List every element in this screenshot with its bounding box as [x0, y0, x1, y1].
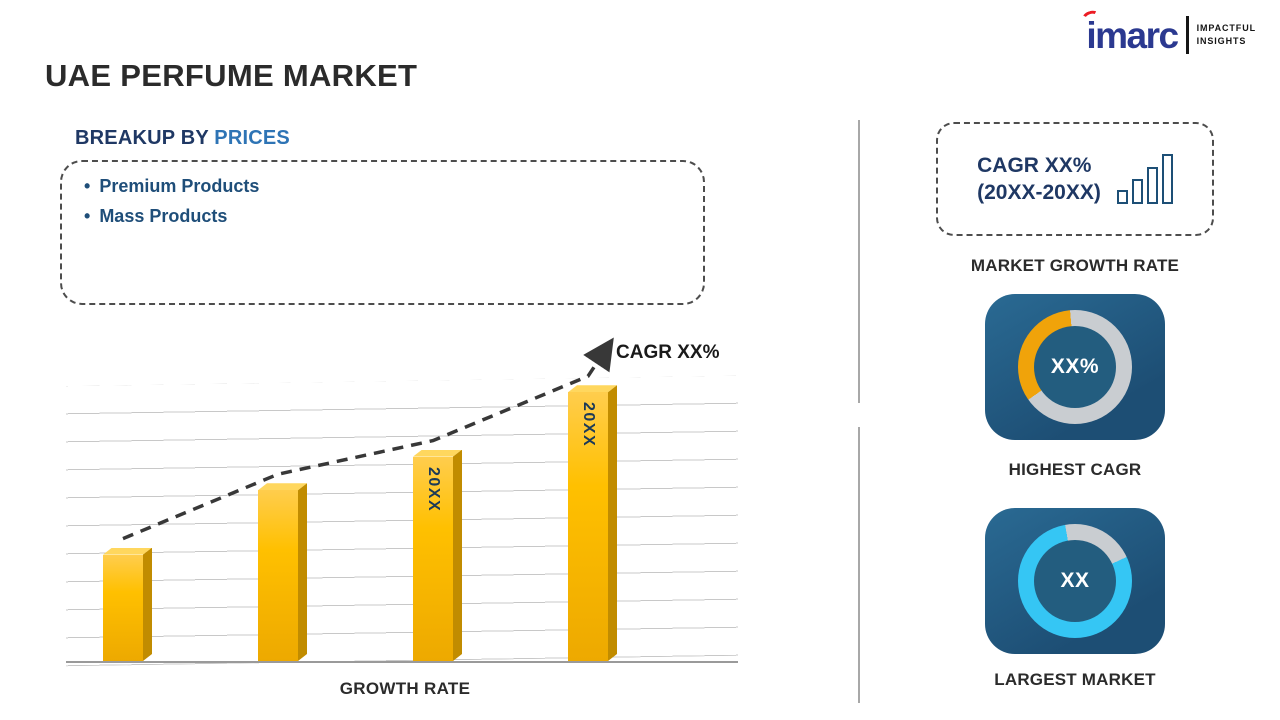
breakup-heading: BREAKUP BY PRICES: [75, 127, 290, 150]
breakup-item: Mass Products: [84, 206, 681, 227]
logo-brand-text: imarc: [1080, 8, 1179, 56]
largest-market-tile: XX: [985, 508, 1165, 654]
chart-bar: 20XX: [568, 392, 608, 661]
chart-x-label: GROWTH RATE: [339, 679, 471, 698]
cagr-line2: (20XX-20XX): [977, 181, 1101, 204]
cagr-text: CAGR XX% (20XX-20XX): [977, 152, 1101, 207]
breakup-box: Premium Products Mass Products: [60, 160, 705, 305]
logo-tagline: IMPACTFUL INSIGHTS: [1197, 24, 1256, 46]
chart-bar: [103, 554, 143, 661]
bar-label: 20XX: [580, 402, 597, 448]
chart-x-axis: [66, 661, 738, 663]
donut-hole: XX%: [1034, 326, 1116, 408]
cagr-box: CAGR XX% (20XX-20XX): [936, 122, 1214, 236]
bar-chart-icon: [1116, 154, 1173, 204]
chart-bar: [258, 490, 298, 661]
growth-chart: 20XX 20XX CAGR XX%: [60, 335, 750, 667]
breakup-heading-prefix: BREAKUP BY: [75, 127, 215, 149]
chart-bars: 20XX 20XX: [60, 335, 750, 665]
largest-market-caption: LARGEST MARKET: [994, 670, 1156, 689]
bar-label: 20XX: [425, 466, 442, 512]
icon-bar: [1161, 154, 1173, 204]
breakup-list: Premium Products Mass Products: [84, 176, 681, 227]
icon-bar: [1131, 179, 1143, 204]
highest-cagr-value: XX%: [1050, 355, 1100, 378]
section-divider: [858, 427, 860, 703]
section-divider: [858, 120, 860, 403]
chart-bar: 20XX: [413, 456, 453, 661]
highest-cagr-donut: XX%: [1018, 310, 1132, 424]
highest-cagr-caption: HIGHEST CAGR: [1008, 460, 1142, 479]
market-growth-caption: MARKET GROWTH RATE: [970, 256, 1180, 275]
breakup-item: Premium Products: [84, 176, 681, 197]
logo-tagline-line2: INSIGHTS: [1196, 36, 1247, 46]
logo-brand-label: imarc: [1086, 14, 1179, 56]
breakup-heading-highlight: PRICES: [214, 127, 290, 149]
trend-cagr-label: CAGR XX%: [616, 342, 720, 363]
cagr-line1: CAGR XX%: [977, 153, 1092, 177]
highest-cagr-tile: XX%: [985, 294, 1165, 440]
largest-market-donut: XX: [1018, 524, 1132, 638]
donut-hole: XX: [1034, 540, 1116, 622]
logo-tagline-line1: IMPACTFUL: [1196, 23, 1256, 33]
icon-bar: [1146, 167, 1158, 204]
imarc-logo: imarc IMPACTFUL INSIGHTS: [1080, 8, 1256, 56]
page-title: UAE PERFUME MARKET: [45, 58, 418, 93]
icon-bar: [1116, 190, 1128, 204]
logo-divider: [1185, 16, 1189, 54]
largest-market-value: XX: [1060, 569, 1090, 592]
